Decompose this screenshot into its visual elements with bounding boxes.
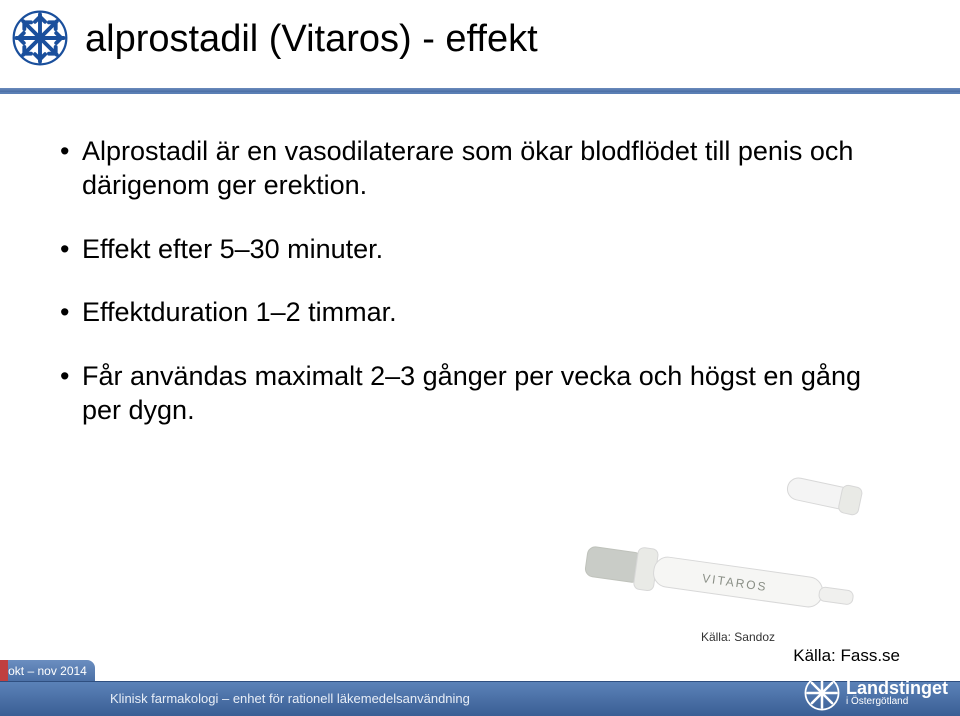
bullet-text: Får användas maximalt 2–3 gånger per vec…: [82, 361, 861, 425]
product-illustration: VITAROS: [580, 466, 910, 626]
bullet-text: Effektduration 1–2 timmar.: [82, 297, 397, 327]
footer-org-text: Landstinget i Östergötland: [846, 679, 948, 707]
snowflake-icon: [804, 675, 840, 711]
source-caption-small: Källa: Sandoz: [701, 630, 775, 644]
region-logo: [12, 10, 68, 66]
slide: alprostadil (Vitaros) - effekt Alprostad…: [0, 0, 960, 716]
bullet-item: Får användas maximalt 2–3 gånger per vec…: [60, 360, 900, 428]
footer-date-tab: okt – nov 2014: [0, 660, 95, 682]
slide-title: alprostadil (Vitaros) - effekt: [85, 18, 538, 61]
footer-org-sub: i Östergötland: [846, 697, 948, 707]
bullet-text: Alprostadil är en vasodilaterare som öka…: [82, 136, 853, 200]
applicator-icon: VITAROS: [580, 466, 910, 626]
footer-org-name: Landstinget: [846, 679, 948, 697]
slide-header: alprostadil (Vitaros) - effekt: [0, 0, 960, 94]
snowflake-icon: [12, 10, 68, 66]
bullet-item: Effektduration 1–2 timmar.: [60, 296, 900, 330]
footer-text: Klinisk farmakologi – enhet för rationel…: [110, 691, 470, 706]
bullet-item: Effekt efter 5–30 minuter.: [60, 233, 900, 267]
footer-org-logo: Landstinget i Östergötland: [804, 675, 948, 711]
slide-body: Alprostadil är en vasodilaterare som öka…: [60, 135, 900, 458]
slide-footer: Klinisk farmakologi – enhet för rationel…: [0, 681, 960, 716]
bullet-item: Alprostadil är en vasodilaterare som öka…: [60, 135, 900, 203]
header-underline: [0, 88, 960, 92]
bullet-text: Effekt efter 5–30 minuter.: [82, 234, 383, 264]
source-caption: Källa: Fass.se: [793, 646, 900, 666]
